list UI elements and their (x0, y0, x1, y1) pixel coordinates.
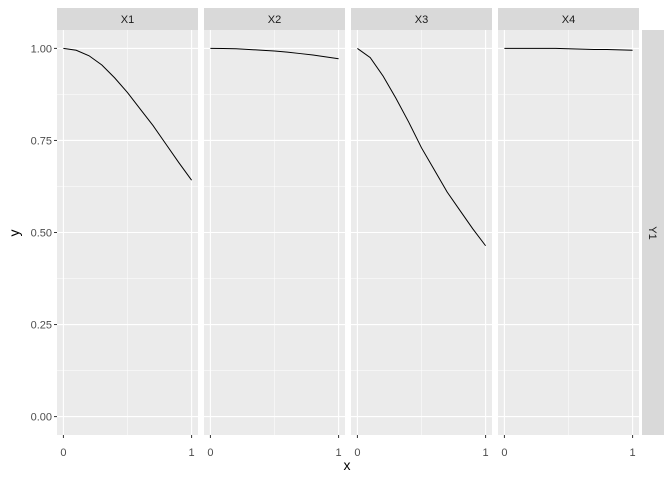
x-tick-label: 0 (354, 447, 360, 459)
facet-panel-X2: X2 0 1 (204, 8, 345, 459)
facet-strip-label: X1 (121, 14, 134, 26)
facet-panel-X4: X4 0 1 (498, 8, 639, 459)
x-tick-label: 1 (630, 447, 636, 459)
x-tick-label: 1 (336, 447, 342, 459)
x-tick-label: 0 (501, 447, 507, 459)
facet-panel-X3: X3 0 1 (351, 8, 492, 459)
y-axis-label: y (6, 230, 22, 237)
series-line-X4 (504, 47, 633, 51)
row-strip-label: Y1 (646, 226, 658, 239)
y-tick-label: 0.00 (31, 412, 52, 424)
facet-strip-label: X3 (415, 14, 428, 26)
y-tick-label: 0.75 (31, 135, 52, 147)
x-tick-label: 0 (207, 447, 213, 459)
y-tick-label: 1.00 (31, 43, 52, 55)
y-tick-label: 0.50 (31, 228, 52, 240)
facet-panel-X1: X1 0 1 (57, 8, 198, 459)
x-tick-label: 0 (60, 447, 66, 459)
series-line-X3 (357, 48, 486, 247)
x-tick-label: 1 (483, 447, 489, 459)
series-line-X2 (210, 47, 339, 60)
row-strip (642, 30, 664, 435)
facet-strip (57, 8, 198, 30)
x-tick-label: 1 (189, 447, 195, 459)
facet-strip (351, 8, 492, 30)
series-line-X1 (63, 47, 192, 181)
facet-strip-label: X4 (562, 14, 575, 26)
facet-strip (498, 8, 639, 30)
facet-strip-label: X2 (268, 14, 281, 26)
y-tick-label: 0.25 (31, 320, 52, 332)
facet-strip (204, 8, 345, 30)
x-axis-label: x (344, 457, 351, 473)
